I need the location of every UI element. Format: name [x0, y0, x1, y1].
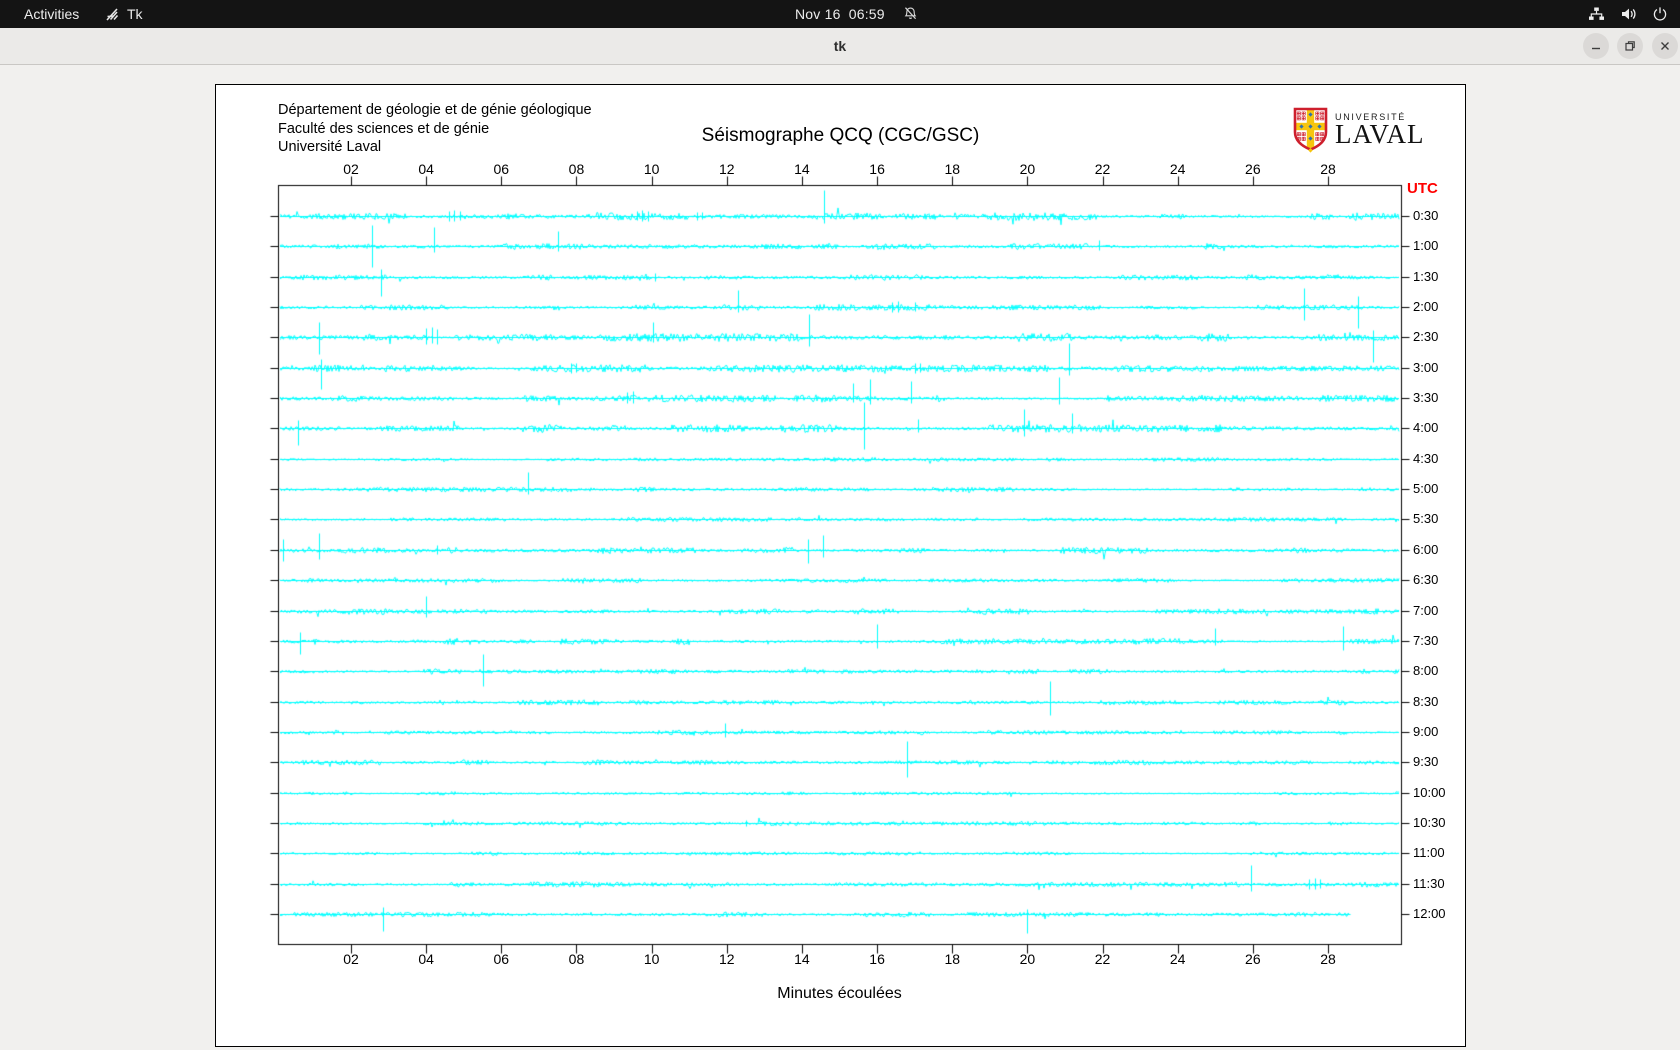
time-label: 3:00	[1413, 359, 1439, 375]
x-tick-label-bottom: 16	[869, 951, 885, 967]
network-icon	[1589, 7, 1604, 20]
time-label: 6:30	[1413, 572, 1439, 588]
x-tick-label-bottom: 20	[1019, 951, 1036, 967]
time-label: 9:30	[1413, 754, 1439, 770]
power-icon	[1653, 7, 1667, 21]
x-tick-label-top: 10	[643, 161, 660, 177]
x-tick-label-top: 22	[1094, 161, 1111, 177]
time-label: 5:30	[1413, 511, 1439, 527]
x-tick-label-bottom: 12	[718, 951, 735, 967]
system-status-area[interactable]	[1588, 0, 1668, 28]
time-label: 9:00	[1413, 723, 1439, 739]
x-tick-label-top: 06	[493, 161, 510, 177]
x-tick-label-bottom: 24	[1169, 951, 1186, 967]
time-label: 12:00	[1413, 906, 1446, 921]
utc-label: UTC	[1407, 180, 1438, 197]
time-label: 0:30	[1413, 208, 1439, 223]
window-titlebar: tk	[0, 28, 1680, 65]
time-label: 4:00	[1413, 420, 1439, 436]
x-axis-label: Minutes écoulées	[777, 985, 902, 1002]
time-label: 7:00	[1413, 602, 1439, 618]
x-tick-label-bottom: 22	[1094, 951, 1111, 967]
x-tick-label-bottom: 14	[794, 951, 810, 967]
gnome-topbar: Activities Tk Nov 16 06:59	[0, 0, 1680, 28]
time-label: 1:00	[1413, 238, 1439, 254]
x-tick-label-top: 12	[718, 161, 735, 177]
time-label: 2:30	[1413, 329, 1439, 345]
time-label: 8:30	[1413, 693, 1439, 709]
seismogram-plot	[216, 85, 1465, 1046]
time-label: 2:00	[1413, 299, 1439, 315]
universite-laval-logo: UNIVERSITÉ LAVAL	[1292, 106, 1425, 153]
plot-title: Séismographe QCQ (CGC/GSC)	[701, 125, 980, 146]
x-tick-label-top: 18	[944, 161, 961, 177]
x-tick-label-top: 04	[418, 161, 434, 177]
x-tick-label-bottom: 18	[944, 951, 961, 967]
x-tick-label-top: 02	[343, 161, 359, 177]
x-tick-label-top: 16	[869, 161, 885, 177]
notifications-disabled-icon	[903, 6, 918, 24]
logo-wordmark: UNIVERSITÉ LAVAL	[1335, 106, 1425, 149]
x-tick-label-bottom: 26	[1245, 951, 1261, 967]
time-label: 3:30	[1413, 390, 1439, 406]
minimize-icon	[1592, 47, 1600, 50]
x-tick-label-top: 28	[1320, 161, 1336, 177]
window-title: tk	[833, 38, 847, 54]
x-tick-label-top: 08	[568, 161, 585, 177]
x-tick-label-top: 24	[1169, 161, 1186, 177]
time-label: 10:30	[1413, 814, 1446, 830]
time-label: 5:00	[1413, 481, 1439, 497]
time-label: 6:00	[1413, 541, 1439, 557]
tk-feather-icon	[106, 8, 119, 21]
header-line-2: Faculté des sciences et de génie	[278, 120, 490, 137]
x-tick-label-bottom: 02	[343, 951, 359, 967]
time-label: 11:30	[1413, 875, 1445, 891]
x-tick-label-bottom: 28	[1320, 951, 1336, 967]
x-tick-label-bottom: 08	[568, 951, 585, 967]
time-label: 4:30	[1413, 450, 1439, 466]
time-label: 7:30	[1413, 632, 1439, 648]
x-tick-label-bottom: 04	[418, 951, 434, 967]
time-label: 10:00	[1413, 784, 1446, 800]
tk-app-label: Tk	[127, 6, 143, 22]
activities-button[interactable]: Activities	[24, 6, 80, 22]
time-label: 8:00	[1413, 663, 1439, 679]
header-line-1: Département de géologie et de génie géol…	[278, 102, 592, 118]
x-tick-label-bottom: 06	[493, 951, 510, 967]
volume-icon	[1622, 8, 1636, 20]
x-tick-label-top: 26	[1245, 161, 1261, 177]
close-button[interactable]	[1652, 33, 1678, 59]
x-tick-label-top: 20	[1019, 161, 1036, 177]
laval-shield-icon	[1293, 107, 1328, 153]
close-icon	[1661, 42, 1669, 50]
seismograph-window-content: Département de géologie et de génie géol…	[215, 84, 1466, 1047]
department-header: Département de géologie et de génie géol…	[278, 101, 592, 157]
restore-icon	[1625, 41, 1635, 51]
tk-app-indicator[interactable]: Tk	[104, 0, 143, 28]
header-line-3: Université Laval	[278, 139, 382, 155]
logo-laval-text: LAVAL	[1335, 119, 1425, 149]
x-tick-label-bottom: 10	[643, 951, 660, 967]
time-label: 1:30	[1413, 268, 1439, 284]
clock[interactable]: Nov 16 06:59	[795, 6, 885, 22]
maximize-button[interactable]	[1617, 33, 1643, 59]
x-tick-label-top: 14	[794, 161, 810, 177]
minimize-button[interactable]	[1583, 33, 1609, 59]
time-label: 11:00	[1413, 845, 1445, 861]
logo-universite-text: UNIVERSITÉ	[1335, 112, 1407, 122]
